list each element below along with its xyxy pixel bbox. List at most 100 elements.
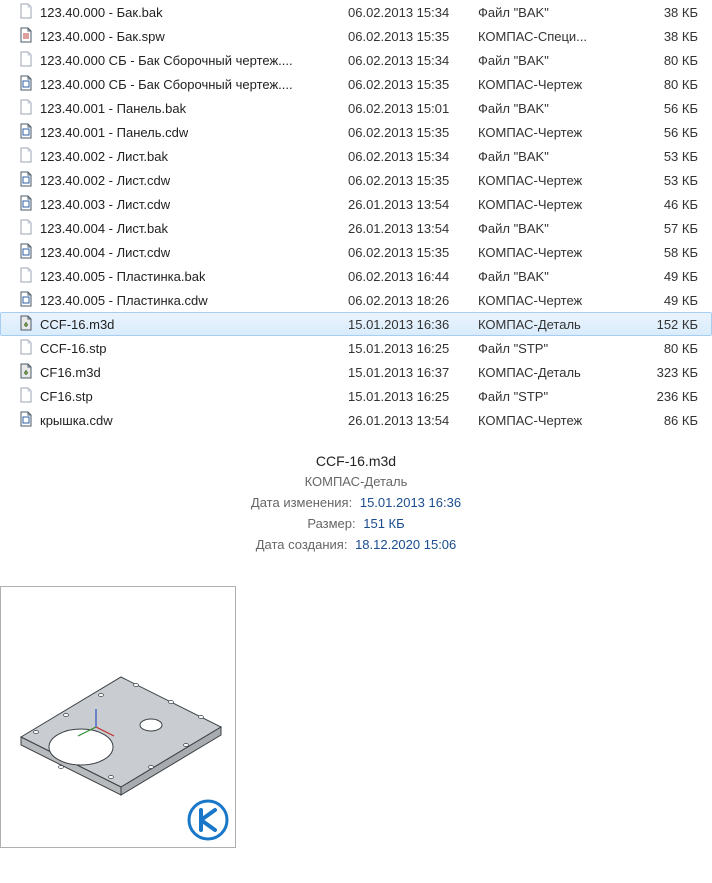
file-date: 26.01.2013 13:54 — [348, 197, 478, 212]
file-size: 49 КБ — [638, 293, 698, 308]
file-name: 123.40.000 СБ - Бак Сборочный чертеж.... — [40, 53, 293, 68]
file-type: КОМПАС-Специ... — [478, 29, 638, 44]
file-icon — [18, 339, 40, 358]
file-name-cell: CF16.stp — [18, 387, 348, 406]
file-row[interactable]: 123.40.000 СБ - Бак Сборочный чертеж....… — [0, 48, 712, 72]
file-size: 53 КБ — [638, 149, 698, 164]
file-icon — [18, 123, 40, 142]
file-name: 123.40.005 - Пластинка.cdw — [40, 293, 208, 308]
file-date: 26.01.2013 13:54 — [348, 221, 478, 236]
file-date: 15.01.2013 16:37 — [348, 365, 478, 380]
file-name: CF16.m3d — [40, 365, 101, 380]
details-size-row: Размер: 151 КБ — [0, 514, 712, 535]
file-icon — [18, 99, 40, 118]
file-icon — [18, 387, 40, 406]
file-row[interactable]: 123.40.000 - Бак.spw 06.02.2013 15:35 КО… — [0, 24, 712, 48]
file-icon — [18, 75, 40, 94]
file-size: 49 КБ — [638, 269, 698, 284]
file-date: 15.01.2013 16:25 — [348, 341, 478, 356]
file-name-cell: 123.40.004 - Лист.bak — [18, 219, 348, 238]
file-type: КОМПАС-Чертеж — [478, 293, 638, 308]
details-created-row: Дата создания: 18.12.2020 15:06 — [0, 535, 712, 556]
file-icon — [18, 411, 40, 430]
details-modified-label: Дата изменения: — [251, 495, 352, 510]
file-size: 58 КБ — [638, 245, 698, 260]
file-size: 323 КБ — [638, 365, 698, 380]
file-name-cell: 123.40.001 - Панель.bak — [18, 99, 348, 118]
file-row[interactable]: 123.40.005 - Пластинка.bak 06.02.2013 16… — [0, 264, 712, 288]
file-icon — [18, 3, 40, 22]
file-icon — [18, 243, 40, 262]
file-type: Файл "STP" — [478, 341, 638, 356]
file-icon — [18, 363, 40, 382]
file-row[interactable]: 123.40.000 СБ - Бак Сборочный чертеж....… — [0, 72, 712, 96]
file-name-cell: 123.40.003 - Лист.cdw — [18, 195, 348, 214]
file-size: 38 КБ — [638, 5, 698, 20]
file-icon — [18, 219, 40, 238]
file-name-cell: 123.40.000 - Бак.bak — [18, 3, 348, 22]
details-pane: CCF-16.m3d КОМПАС-Деталь Дата изменения:… — [0, 450, 712, 556]
file-row[interactable]: крышка.cdw 26.01.2013 13:54 КОМПАС-Черте… — [0, 408, 712, 432]
file-name: 123.40.004 - Лист.cdw — [40, 245, 170, 260]
file-row[interactable]: 123.40.002 - Лист.bak 06.02.2013 15:34 Ф… — [0, 144, 712, 168]
file-date: 15.01.2013 16:25 — [348, 389, 478, 404]
kompas-brand-icon — [187, 799, 229, 841]
file-type: КОМПАС-Чертеж — [478, 245, 638, 260]
file-type: Файл "BAK" — [478, 101, 638, 116]
file-icon — [18, 315, 40, 334]
file-name: 123.40.001 - Панель.cdw — [40, 125, 188, 140]
file-icon — [18, 267, 40, 286]
file-type: Файл "BAK" — [478, 221, 638, 236]
file-size: 80 КБ — [638, 341, 698, 356]
file-name: 123.40.000 СБ - Бак Сборочный чертеж.... — [40, 77, 293, 92]
file-size: 152 КБ — [638, 317, 698, 332]
file-date: 06.02.2013 15:35 — [348, 29, 478, 44]
file-name: CF16.stp — [40, 389, 93, 404]
preview-thumbnail[interactable] — [0, 586, 236, 848]
file-size: 80 КБ — [638, 53, 698, 68]
file-date: 15.01.2013 16:36 — [348, 317, 478, 332]
file-size: 46 КБ — [638, 197, 698, 212]
file-row[interactable]: 123.40.004 - Лист.bak 26.01.2013 13:54 Ф… — [0, 216, 712, 240]
details-filename: CCF-16.m3d — [0, 450, 712, 472]
file-type: КОМПАС-Деталь — [478, 317, 638, 332]
file-size: 236 КБ — [638, 389, 698, 404]
details-modified-row: Дата изменения: 15.01.2013 16:36 — [0, 493, 712, 514]
file-row[interactable]: 123.40.004 - Лист.cdw 06.02.2013 15:35 К… — [0, 240, 712, 264]
file-size: 38 КБ — [638, 29, 698, 44]
file-row[interactable]: 123.40.005 - Пластинка.cdw 06.02.2013 18… — [0, 288, 712, 312]
file-name: 123.40.005 - Пластинка.bak — [40, 269, 205, 284]
file-name-cell: 123.40.001 - Панель.cdw — [18, 123, 348, 142]
file-row[interactable]: CF16.m3d 15.01.2013 16:37 КОМПАС-Деталь … — [0, 360, 712, 384]
file-size: 56 КБ — [638, 125, 698, 140]
file-name: 123.40.000 - Бак.spw — [40, 29, 165, 44]
file-name: 123.40.002 - Лист.cdw — [40, 173, 170, 188]
file-name-cell: 123.40.000 СБ - Бак Сборочный чертеж.... — [18, 75, 348, 94]
file-name-cell: CCF-16.m3d — [18, 315, 348, 334]
file-name: CCF-16.m3d — [40, 317, 114, 332]
file-date: 26.01.2013 13:54 — [348, 413, 478, 428]
file-row[interactable]: CCF-16.m3d 15.01.2013 16:36 КОМПАС-Детал… — [0, 312, 712, 336]
file-row[interactable]: 123.40.003 - Лист.cdw 26.01.2013 13:54 К… — [0, 192, 712, 216]
file-row[interactable]: CCF-16.stp 15.01.2013 16:25 Файл "STP" 8… — [0, 336, 712, 360]
file-row[interactable]: 123.40.002 - Лист.cdw 06.02.2013 15:35 К… — [0, 168, 712, 192]
file-row[interactable]: 123.40.001 - Панель.cdw 06.02.2013 15:35… — [0, 120, 712, 144]
file-icon — [18, 51, 40, 70]
file-row[interactable]: 123.40.001 - Панель.bak 06.02.2013 15:01… — [0, 96, 712, 120]
file-icon — [18, 195, 40, 214]
file-row[interactable]: CF16.stp 15.01.2013 16:25 Файл "STP" 236… — [0, 384, 712, 408]
file-size: 57 КБ — [638, 221, 698, 236]
file-name-cell: 123.40.000 - Бак.spw — [18, 27, 348, 46]
file-row[interactable]: 123.40.000 - Бак.bak 06.02.2013 15:34 Фа… — [0, 0, 712, 24]
file-name-cell: 123.40.002 - Лист.bak — [18, 147, 348, 166]
file-date: 06.02.2013 15:35 — [348, 245, 478, 260]
file-name-cell: крышка.cdw — [18, 411, 348, 430]
file-type: Файл "BAK" — [478, 269, 638, 284]
file-date: 06.02.2013 15:34 — [348, 149, 478, 164]
file-list: 123.40.000 - Бак.bak 06.02.2013 15:34 Фа… — [0, 0, 712, 432]
file-name: 123.40.000 - Бак.bak — [40, 5, 163, 20]
file-name-cell: 123.40.004 - Лист.cdw — [18, 243, 348, 262]
file-name-cell: CCF-16.stp — [18, 339, 348, 358]
file-icon — [18, 27, 40, 46]
file-type: Файл "BAK" — [478, 53, 638, 68]
